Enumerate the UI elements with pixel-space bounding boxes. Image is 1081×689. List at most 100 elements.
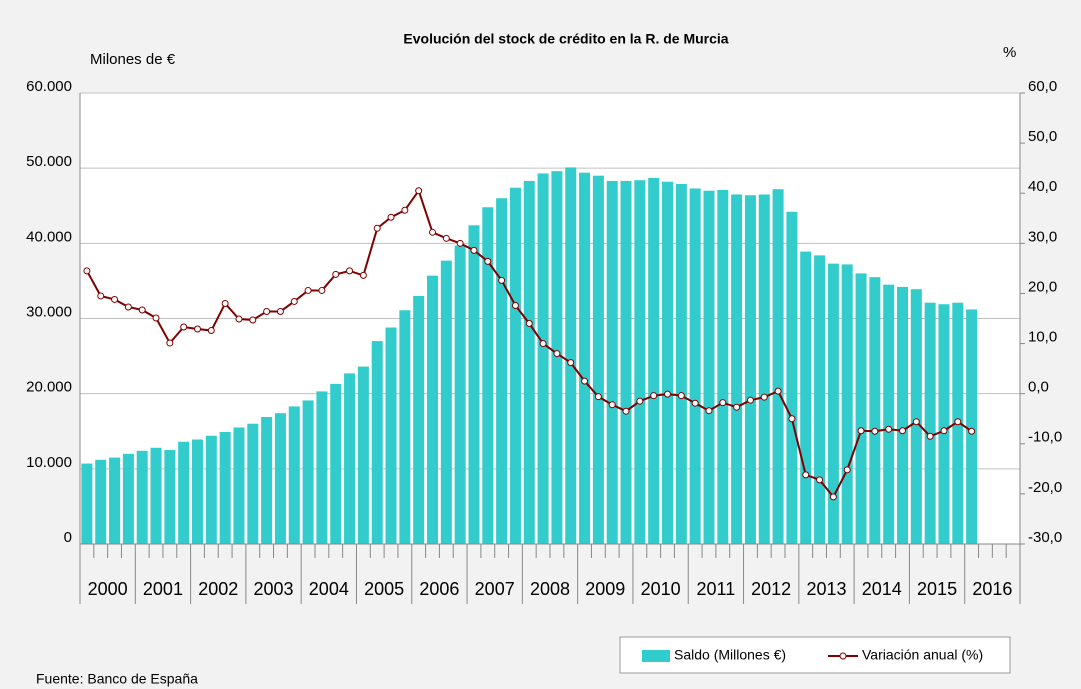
bar bbox=[440, 260, 452, 544]
bar bbox=[413, 295, 425, 544]
point bbox=[733, 403, 741, 411]
point bbox=[899, 427, 906, 435]
y2-tick-label: -30,0 bbox=[1028, 529, 1062, 546]
point bbox=[249, 316, 257, 324]
point bbox=[940, 427, 948, 435]
point bbox=[677, 392, 685, 400]
point bbox=[97, 292, 105, 300]
year-label: 2002 bbox=[198, 579, 238, 599]
legend-box bbox=[619, 636, 1011, 674]
point bbox=[456, 239, 464, 247]
bar bbox=[122, 453, 134, 544]
point bbox=[926, 432, 934, 440]
y-tick-label: 10.000 bbox=[26, 454, 72, 471]
point bbox=[622, 407, 630, 415]
point bbox=[304, 286, 312, 294]
bar bbox=[620, 180, 632, 544]
point bbox=[235, 315, 243, 323]
bar bbox=[897, 286, 908, 544]
bar bbox=[800, 251, 812, 544]
point bbox=[746, 396, 754, 404]
source: Fuente: Banco de España bbox=[36, 671, 198, 687]
year-label: 2010 bbox=[641, 579, 681, 599]
bar bbox=[274, 413, 286, 544]
bar bbox=[662, 181, 673, 545]
bar bbox=[938, 304, 950, 544]
bar bbox=[344, 373, 356, 544]
point bbox=[954, 418, 962, 426]
bar bbox=[703, 190, 715, 544]
bar bbox=[95, 459, 107, 544]
bar bbox=[233, 427, 245, 544]
legend-marker bbox=[839, 652, 847, 660]
bar bbox=[523, 180, 535, 544]
bar bbox=[205, 435, 217, 544]
bar bbox=[772, 189, 784, 545]
bar bbox=[814, 255, 826, 545]
point bbox=[829, 493, 837, 501]
year-label: 2015 bbox=[917, 579, 957, 599]
point bbox=[401, 206, 409, 214]
point bbox=[111, 295, 119, 303]
point bbox=[885, 425, 893, 433]
bar bbox=[468, 225, 480, 544]
point bbox=[857, 427, 865, 435]
point bbox=[318, 286, 326, 294]
y2-tick-label: 20,0 bbox=[1028, 278, 1057, 295]
point bbox=[207, 327, 215, 335]
bar bbox=[178, 441, 190, 544]
bar bbox=[316, 391, 328, 544]
point bbox=[83, 267, 91, 275]
point bbox=[539, 340, 547, 348]
bar bbox=[371, 341, 383, 544]
point bbox=[525, 320, 533, 328]
bar bbox=[219, 432, 231, 544]
year-label: 2005 bbox=[364, 579, 404, 599]
bar bbox=[192, 439, 203, 544]
bar bbox=[288, 406, 300, 544]
bar bbox=[841, 264, 853, 544]
year-label: 2014 bbox=[862, 579, 902, 599]
bar bbox=[109, 457, 121, 544]
point bbox=[581, 377, 589, 385]
point bbox=[664, 390, 671, 398]
point bbox=[373, 224, 381, 232]
point bbox=[276, 307, 284, 315]
bar bbox=[606, 180, 618, 544]
bar bbox=[357, 366, 369, 544]
point bbox=[138, 306, 146, 314]
point bbox=[760, 393, 768, 401]
y2-tick-label: 0,0 bbox=[1028, 379, 1049, 396]
bar bbox=[565, 167, 577, 545]
bar bbox=[509, 187, 521, 544]
point bbox=[553, 350, 561, 358]
y2-tick-label: -20,0 bbox=[1028, 479, 1062, 496]
point bbox=[484, 257, 492, 265]
year-label: 2006 bbox=[419, 579, 459, 599]
point bbox=[470, 246, 478, 254]
point bbox=[124, 303, 132, 311]
point bbox=[567, 359, 575, 367]
y-tick-label: 0 bbox=[64, 529, 72, 546]
bar bbox=[482, 207, 494, 544]
point bbox=[816, 476, 824, 484]
year-label: 2001 bbox=[143, 579, 183, 599]
bar bbox=[827, 263, 839, 544]
point bbox=[871, 427, 879, 435]
point bbox=[442, 234, 450, 242]
y2-tick-label: 40,0 bbox=[1028, 178, 1057, 195]
bar bbox=[81, 463, 93, 544]
year-label: 2008 bbox=[530, 579, 570, 599]
year-label: 2003 bbox=[254, 579, 294, 599]
bar bbox=[648, 177, 660, 544]
bar bbox=[537, 173, 549, 544]
bar bbox=[551, 171, 563, 544]
bar bbox=[758, 194, 770, 544]
year-label: 2000 bbox=[88, 579, 128, 599]
point bbox=[968, 427, 976, 435]
y-tick-label: 60.000 bbox=[26, 78, 72, 95]
year-label: 2009 bbox=[585, 579, 625, 599]
point bbox=[650, 392, 658, 400]
year-label: 2007 bbox=[475, 579, 515, 599]
